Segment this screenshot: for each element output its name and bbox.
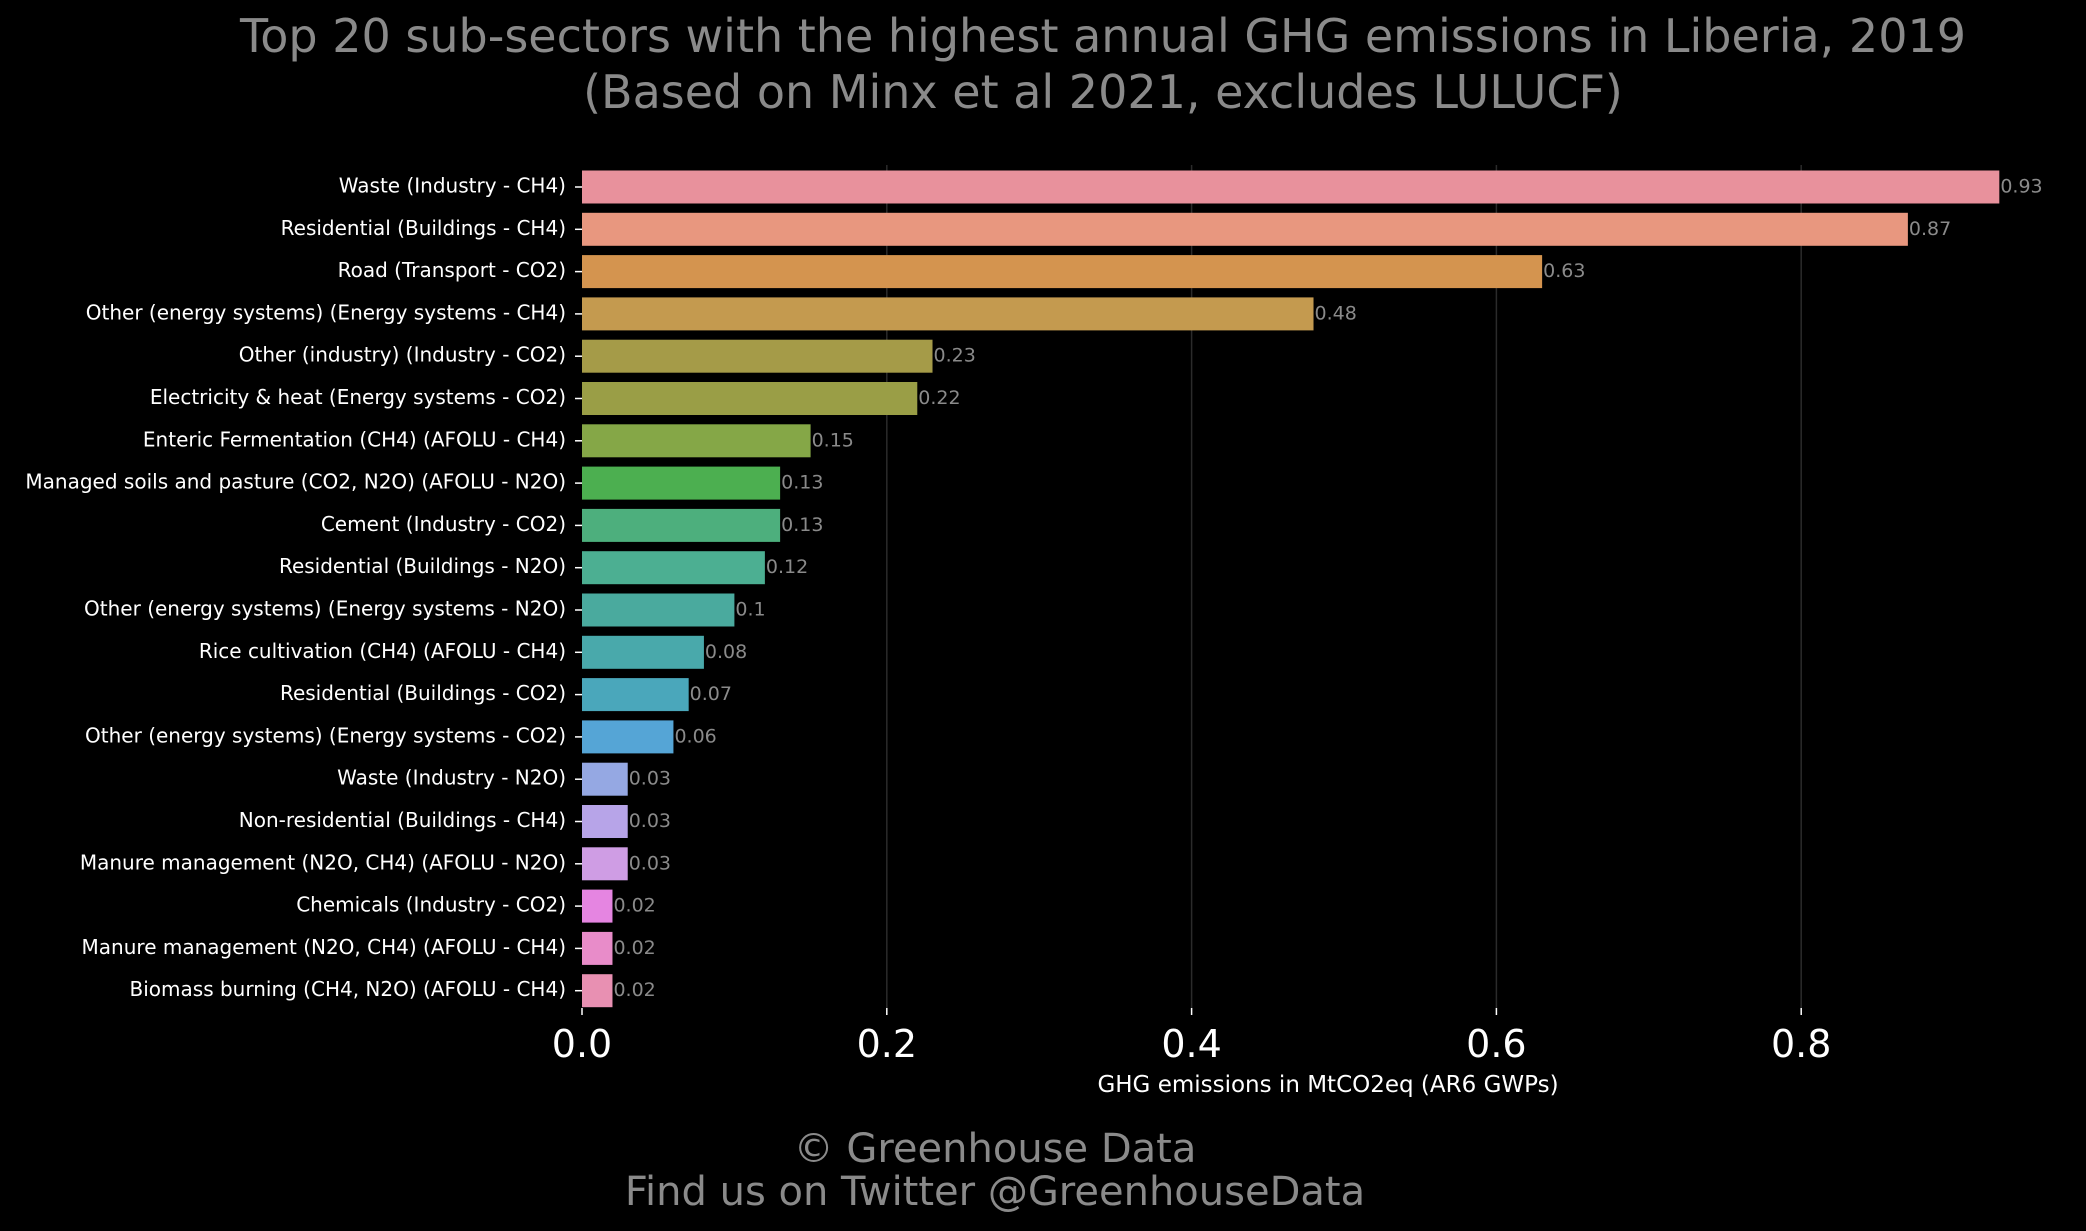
value-label: 0.07 [690,683,732,705]
bar [582,974,613,1008]
bar [582,720,674,754]
bar [582,508,781,542]
bar [582,466,781,500]
footer-copyright: © Greenhouse Data [794,1126,1197,1172]
x-tick-label: 0.2 [857,1022,917,1066]
bar [582,297,1314,331]
value-label: 0.48 [1315,302,1357,324]
x-axis-label: GHG emissions in MtCO2eq (AR6 GWPs) [1097,1072,1558,1098]
bar [582,255,1543,289]
footer-twitter: Find us on Twitter @GreenhouseData [625,1169,1365,1215]
value-label: 0.1 [735,599,765,621]
chart-title-line2: (Based on Minx et al 2021, excludes LULU… [583,65,1623,119]
category-label: Waste (Industry - CH4) [339,174,566,198]
value-label: 0.12 [766,556,808,578]
x-tick-label: 0.8 [1771,1022,1831,1066]
value-label: 0.13 [781,514,823,536]
chart-title-line1: Top 20 sub-sectors with the highest annu… [239,9,1966,63]
category-label: Residential (Buildings - CO2) [280,681,566,705]
x-tick-label: 0.6 [1466,1022,1526,1066]
value-label: 0.13 [781,472,823,494]
bar [582,170,2000,204]
bar [582,635,704,669]
x-axis-ticks: 0.0 0.2 0.4 0.6 0.8 [552,1008,1831,1066]
category-label: Residential (Buildings - N2O) [279,554,566,578]
bar [582,805,628,838]
category-label: Waste (Industry - N2O) [337,766,566,790]
value-label: 0.87 [1909,218,1951,240]
category-label: Residential (Buildings - CH4) [281,216,566,240]
value-label: 0.02 [613,937,655,959]
value-label: 0.15 [812,429,854,451]
x-tick-label: 0.0 [552,1022,612,1066]
value-label: 0.06 [674,725,716,747]
value-label: 0.23 [934,345,976,367]
bar [582,678,689,712]
bar [582,762,628,796]
value-label: 0.22 [918,387,960,409]
category-label: Electricity & heat (Energy systems - CO2… [150,385,566,409]
bar [582,382,918,415]
category-label: Other (industry) (Industry - CO2) [239,343,566,367]
bar [582,212,1908,246]
category-label: Cement (Industry - CO2) [321,512,566,536]
value-label: 0.63 [1543,260,1585,282]
bar [582,889,613,923]
value-label: 0.03 [629,768,671,790]
category-label: Biomass burning (CH4, N2O) (AFOLU - CH4) [130,977,566,1001]
bar [582,593,735,627]
category-label: Other (energy systems) (Energy systems -… [86,300,566,324]
value-label: 0.02 [613,895,655,917]
category-label: Manure management (N2O, CH4) (AFOLU - CH… [82,935,566,959]
category-label: Managed soils and pasture (CO2, N2O) (AF… [25,470,566,494]
category-label: Non-residential (Buildings - CH4) [239,808,566,832]
x-tick-label: 0.4 [1161,1022,1221,1066]
value-labels: 0.93 0.87 0.63 0.48 0.23 0.22 0.15 0.13 0.13 0.12… [613,176,2042,1002]
category-label: Manure management (N2O, CH4) (AFOLU - N2… [80,850,566,874]
category-label: Enteric Fermentation (CH4) (AFOLU - CH4) [143,427,566,451]
category-label: Chemicals (Industry - CO2) [296,893,566,917]
category-labels: Waste (Industry - CH4) Residential (Build… [25,174,582,1001]
bar [582,931,613,965]
value-label: 0.93 [2000,176,2042,198]
value-label: 0.08 [705,641,747,663]
bars [582,170,2000,1008]
bar [582,847,628,881]
category-label: Rice cultivation (CH4) (AFOLU - CH4) [199,639,566,663]
value-label: 0.03 [629,810,671,832]
bar [582,339,933,373]
category-label: Other (energy systems) (Energy systems -… [85,723,566,747]
bar [582,424,811,458]
value-label: 0.02 [613,979,655,1001]
category-label: Other (energy systems) (Energy systems -… [84,597,566,621]
category-label: Road (Transport - CO2) [338,258,566,282]
bar [582,551,765,585]
value-label: 0.03 [629,852,671,874]
